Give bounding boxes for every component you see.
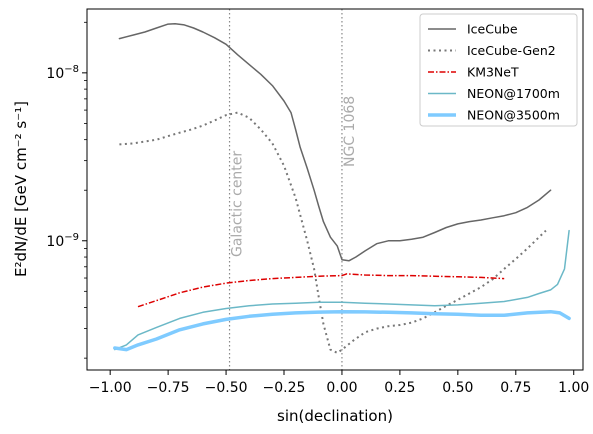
x-axis-label: sin(declination): [277, 407, 393, 425]
series-layer: [113, 23, 571, 354]
series-line-icecube: [118, 23, 552, 262]
y-tick-label: 10−9: [46, 232, 79, 250]
legend-label: KM3NeT: [467, 65, 519, 80]
y-tick-label: 10−8: [46, 64, 79, 82]
plot-frame: [86, 8, 584, 371]
annotation-texts: Galactic center NGC 1068: [230, 96, 358, 257]
series-line-km3net: [137, 273, 505, 308]
legend-box: [419, 13, 578, 127]
series-line-icecube-gen2: [119, 111, 547, 354]
legend-label: IceCube: [467, 22, 518, 37]
x-tick-label: −0.75: [147, 380, 190, 396]
x-tick-label: 1.00: [558, 380, 589, 396]
x-tick-label: 0.25: [384, 380, 415, 396]
annotation-lines: [228, 9, 343, 370]
legend-label: IceCube-Gen2: [467, 43, 556, 58]
annotation-label: Galactic center: [230, 151, 246, 257]
legend-label: NEON@1700m: [467, 86, 560, 101]
x-tick-label: 0.50: [442, 380, 473, 396]
x-tick-label: 0.00: [326, 380, 357, 396]
x-tick-label: −0.50: [205, 380, 248, 396]
annotation-label: NGC 1068: [342, 96, 358, 167]
x-axis-ticks: −1.00 −0.75 −0.50 −0.25 0.00 0.25 0.50 0.75 1.00: [89, 370, 589, 396]
x-tick-label: 0.75: [500, 380, 531, 396]
series-line-neon-1700m: [114, 229, 570, 351]
legend: IceCube IceCube-Gen2 KM3NeT NEON@1700m NEON@…: [419, 13, 578, 127]
y-axis-label: E²dN/dE [GeV cm⁻² s⁻¹]: [12, 101, 30, 277]
series-line-neon-3500m: [113, 309, 571, 352]
y-axis-ticks: 10−9 10−8: [46, 21, 87, 359]
legend-label: NEON@3500m: [467, 108, 560, 123]
x-tick-label: −0.25: [263, 380, 306, 396]
x-tick-label: −1.00: [89, 380, 132, 396]
